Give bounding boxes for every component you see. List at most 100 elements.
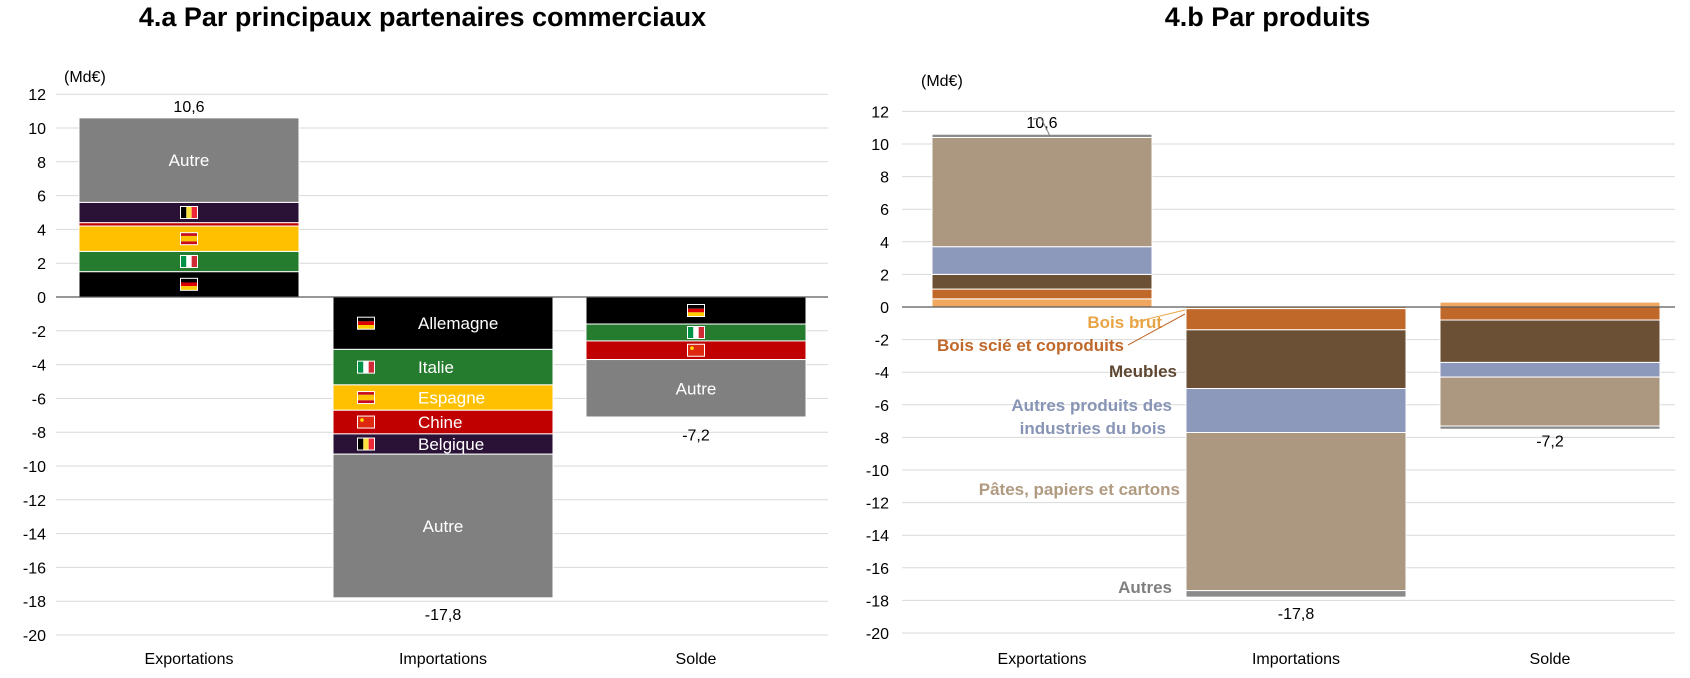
bar-segment: [1439, 361, 1661, 378]
flag-field: [358, 416, 374, 428]
bar-segment: [1439, 301, 1661, 308]
unit-label: (Md€): [921, 73, 963, 90]
bar-segment: [1439, 376, 1661, 427]
bar-segment: [931, 246, 1153, 275]
flag-stripe: [358, 394, 374, 401]
flag-stripe: [181, 278, 197, 283]
flag-stripe: [358, 361, 364, 373]
y-tick-label: -12: [23, 493, 46, 510]
x-category-label: Solde: [1530, 651, 1571, 668]
y-tick-label: -10: [866, 463, 889, 480]
y-tick-label: -4: [32, 358, 46, 375]
y-tick-label: 0: [880, 300, 889, 317]
y-tick-label: 2: [880, 267, 889, 284]
bar-segment: [78, 117, 300, 203]
segment-label: Autre: [676, 379, 717, 398]
bar-segment: [1439, 425, 1661, 430]
flag-stripe: [693, 326, 699, 338]
flag-stripe: [363, 438, 369, 450]
flag-it-icon: [180, 255, 198, 269]
y-tick-label: 10: [28, 121, 46, 138]
chart-panel-partners: 4.a Par principaux partenaires commercia…: [23, 2, 828, 668]
segment-label: Autre: [423, 517, 464, 536]
x-category-label: Importations: [399, 651, 487, 668]
series-annotation-label: Pâtes, papiers et cartons: [979, 480, 1180, 499]
y-tick-label: -8: [875, 430, 889, 447]
y-tick-label: 0: [37, 290, 46, 307]
y-tick-label: -16: [866, 561, 889, 578]
bar-segment: [1185, 388, 1407, 434]
chart-title: 4.b Par produits: [1164, 2, 1371, 32]
bar-segment: [931, 273, 1153, 290]
y-tick-label: -14: [866, 528, 889, 545]
y-tick-label: 4: [37, 222, 46, 239]
y-tick-label: 2: [37, 256, 46, 273]
flag-stripe: [688, 305, 704, 309]
bar-segment: [1185, 329, 1407, 390]
y-tick-label: -4: [875, 365, 889, 382]
flag-stripe: [191, 256, 197, 268]
bar-segment: [931, 136, 1153, 248]
segment-label: Chine: [418, 413, 462, 432]
bar-segment: [1185, 590, 1407, 598]
y-tick-label: -6: [875, 398, 889, 415]
total-data-label: -17,8: [425, 607, 462, 624]
flag-de-icon: [687, 304, 705, 318]
y-tick-label: -20: [23, 628, 46, 645]
series-annotation-label: Meubles: [1109, 362, 1177, 381]
flag-cn-icon: [357, 415, 375, 429]
flag-stripe: [358, 400, 374, 404]
leader-line: [1134, 309, 1186, 323]
flag-stripe: [688, 308, 704, 313]
flag-stripe: [688, 312, 704, 317]
flag-stripe: [191, 207, 197, 218]
flag-stripe: [358, 438, 364, 450]
segment-label: Allemagne: [418, 314, 498, 333]
flag-it-icon: [357, 360, 375, 374]
flag-stripe: [363, 361, 369, 373]
series-annotation-label: industries du bois: [1020, 419, 1166, 438]
y-tick-label: -18: [23, 594, 46, 611]
leader-line: [1032, 117, 1051, 137]
flag-stripe: [358, 317, 374, 322]
y-tick-label: -20: [866, 626, 889, 643]
leader-line: [1127, 313, 1186, 346]
bar-segment: [931, 133, 1153, 138]
unit-label: (Md€): [64, 69, 106, 86]
segment-label: Autre: [169, 151, 210, 170]
y-tick-label: 8: [880, 170, 889, 187]
flag-stripe: [368, 438, 374, 450]
flag-field: [688, 344, 704, 356]
flag-stripe: [368, 361, 374, 373]
y-tick-label: -18: [866, 593, 889, 610]
y-tick-label: 12: [871, 104, 889, 121]
bar-segment: [1185, 308, 1407, 331]
x-category-label: Importations: [1252, 651, 1340, 668]
flag-stripe: [181, 235, 197, 242]
flag-es-icon: [357, 391, 375, 405]
y-tick-label: -2: [875, 333, 889, 350]
series-annotation-label: Autres produits des: [1011, 396, 1172, 415]
y-tick-label: -10: [23, 459, 46, 476]
flag-stripe: [181, 241, 197, 245]
series-annotation-label: Bois scié et coproduits: [937, 336, 1124, 355]
bar-segment: [332, 453, 554, 599]
flag-de-icon: [180, 277, 198, 291]
segment-label: Italie: [418, 358, 454, 377]
y-tick-label: -16: [23, 560, 46, 577]
flag-stripe: [186, 207, 192, 218]
y-tick-label: -8: [32, 425, 46, 442]
flag-it-icon: [687, 325, 705, 339]
flag-star: [360, 418, 364, 422]
bar-segment: [1439, 319, 1661, 363]
total-data-label: -17,8: [1278, 606, 1315, 623]
bar-segment: [931, 298, 1153, 308]
total-data-label: -7,2: [682, 428, 710, 445]
flag-es-icon: [180, 232, 198, 246]
bar-segment: [585, 359, 807, 418]
flag-star: [690, 346, 694, 351]
bar-segment: [931, 288, 1153, 300]
x-category-label: Exportations: [145, 651, 234, 668]
series-annotation-label: Bois brut: [1087, 313, 1162, 332]
bar-segment: [78, 222, 300, 227]
